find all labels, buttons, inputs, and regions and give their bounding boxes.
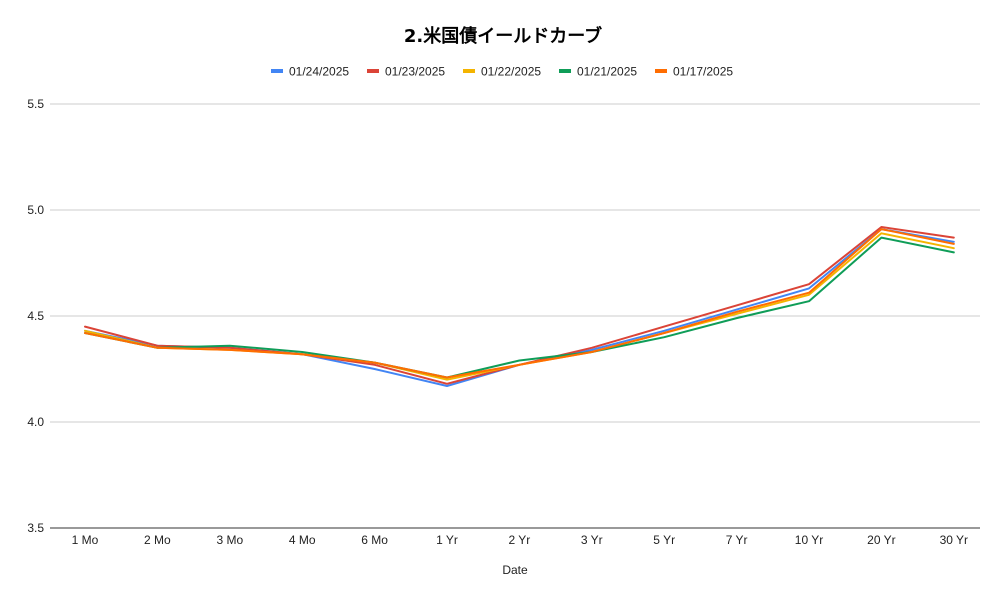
x-tick-label: 5 Yr — [653, 533, 675, 547]
y-tick-label: 4.0 — [27, 415, 44, 429]
series-line-4 — [84, 228, 955, 379]
x-axis: 1 Mo 2 Mo 3 Mo 4 Mo 6 Mo 1 Yr 2 Yr 3 Yr 5 Yr 7 Yr… — [72, 533, 968, 547]
y-tick-label: 5.5 — [27, 97, 44, 111]
x-tick-label: 6 Mo — [361, 533, 388, 547]
x-axis-label: Date — [502, 563, 528, 577]
x-tick-label: 3 Yr — [581, 533, 603, 547]
legend-swatch-4 — [655, 69, 667, 73]
legend-swatch-1 — [367, 69, 379, 73]
y-tick-label: 3.5 — [27, 521, 44, 535]
x-tick-label: 20 Yr — [867, 533, 895, 547]
y-tick-label: 4.5 — [27, 309, 44, 323]
series-line-3 — [84, 236, 955, 379]
x-tick-label: 1 Yr — [436, 533, 458, 547]
legend-label-4: 01/17/2025 — [673, 65, 733, 79]
y-tick-label: 5.0 — [27, 203, 44, 217]
legend-label-3: 01/21/2025 — [577, 65, 637, 79]
legend: 01/24/2025 01/23/2025 01/22/2025 01/21/2025… — [271, 65, 733, 79]
legend-label-2: 01/22/2025 — [481, 65, 541, 79]
x-tick-label: 1 Mo — [72, 533, 99, 547]
x-tick-label: 30 Yr — [940, 533, 968, 547]
x-tick-label: 4 Mo — [289, 533, 316, 547]
legend-label-0: 01/24/2025 — [289, 65, 349, 79]
x-tick-label: 3 Mo — [216, 533, 243, 547]
series-lines — [84, 226, 955, 387]
x-tick-label: 10 Yr — [795, 533, 823, 547]
x-tick-label: 2 Yr — [509, 533, 531, 547]
x-tick-label: 7 Yr — [726, 533, 748, 547]
legend-label-1: 01/23/2025 — [385, 65, 445, 79]
x-tick-label: 2 Mo — [144, 533, 171, 547]
grid — [50, 103, 980, 529]
legend-swatch-2 — [463, 69, 475, 73]
chart-title: 2.米国債イールドカーブ — [404, 25, 602, 47]
legend-swatch-0 — [271, 69, 283, 73]
legend-swatch-3 — [559, 69, 571, 73]
y-axis: 3.5 4.0 4.5 5.0 5.5 — [27, 97, 44, 535]
